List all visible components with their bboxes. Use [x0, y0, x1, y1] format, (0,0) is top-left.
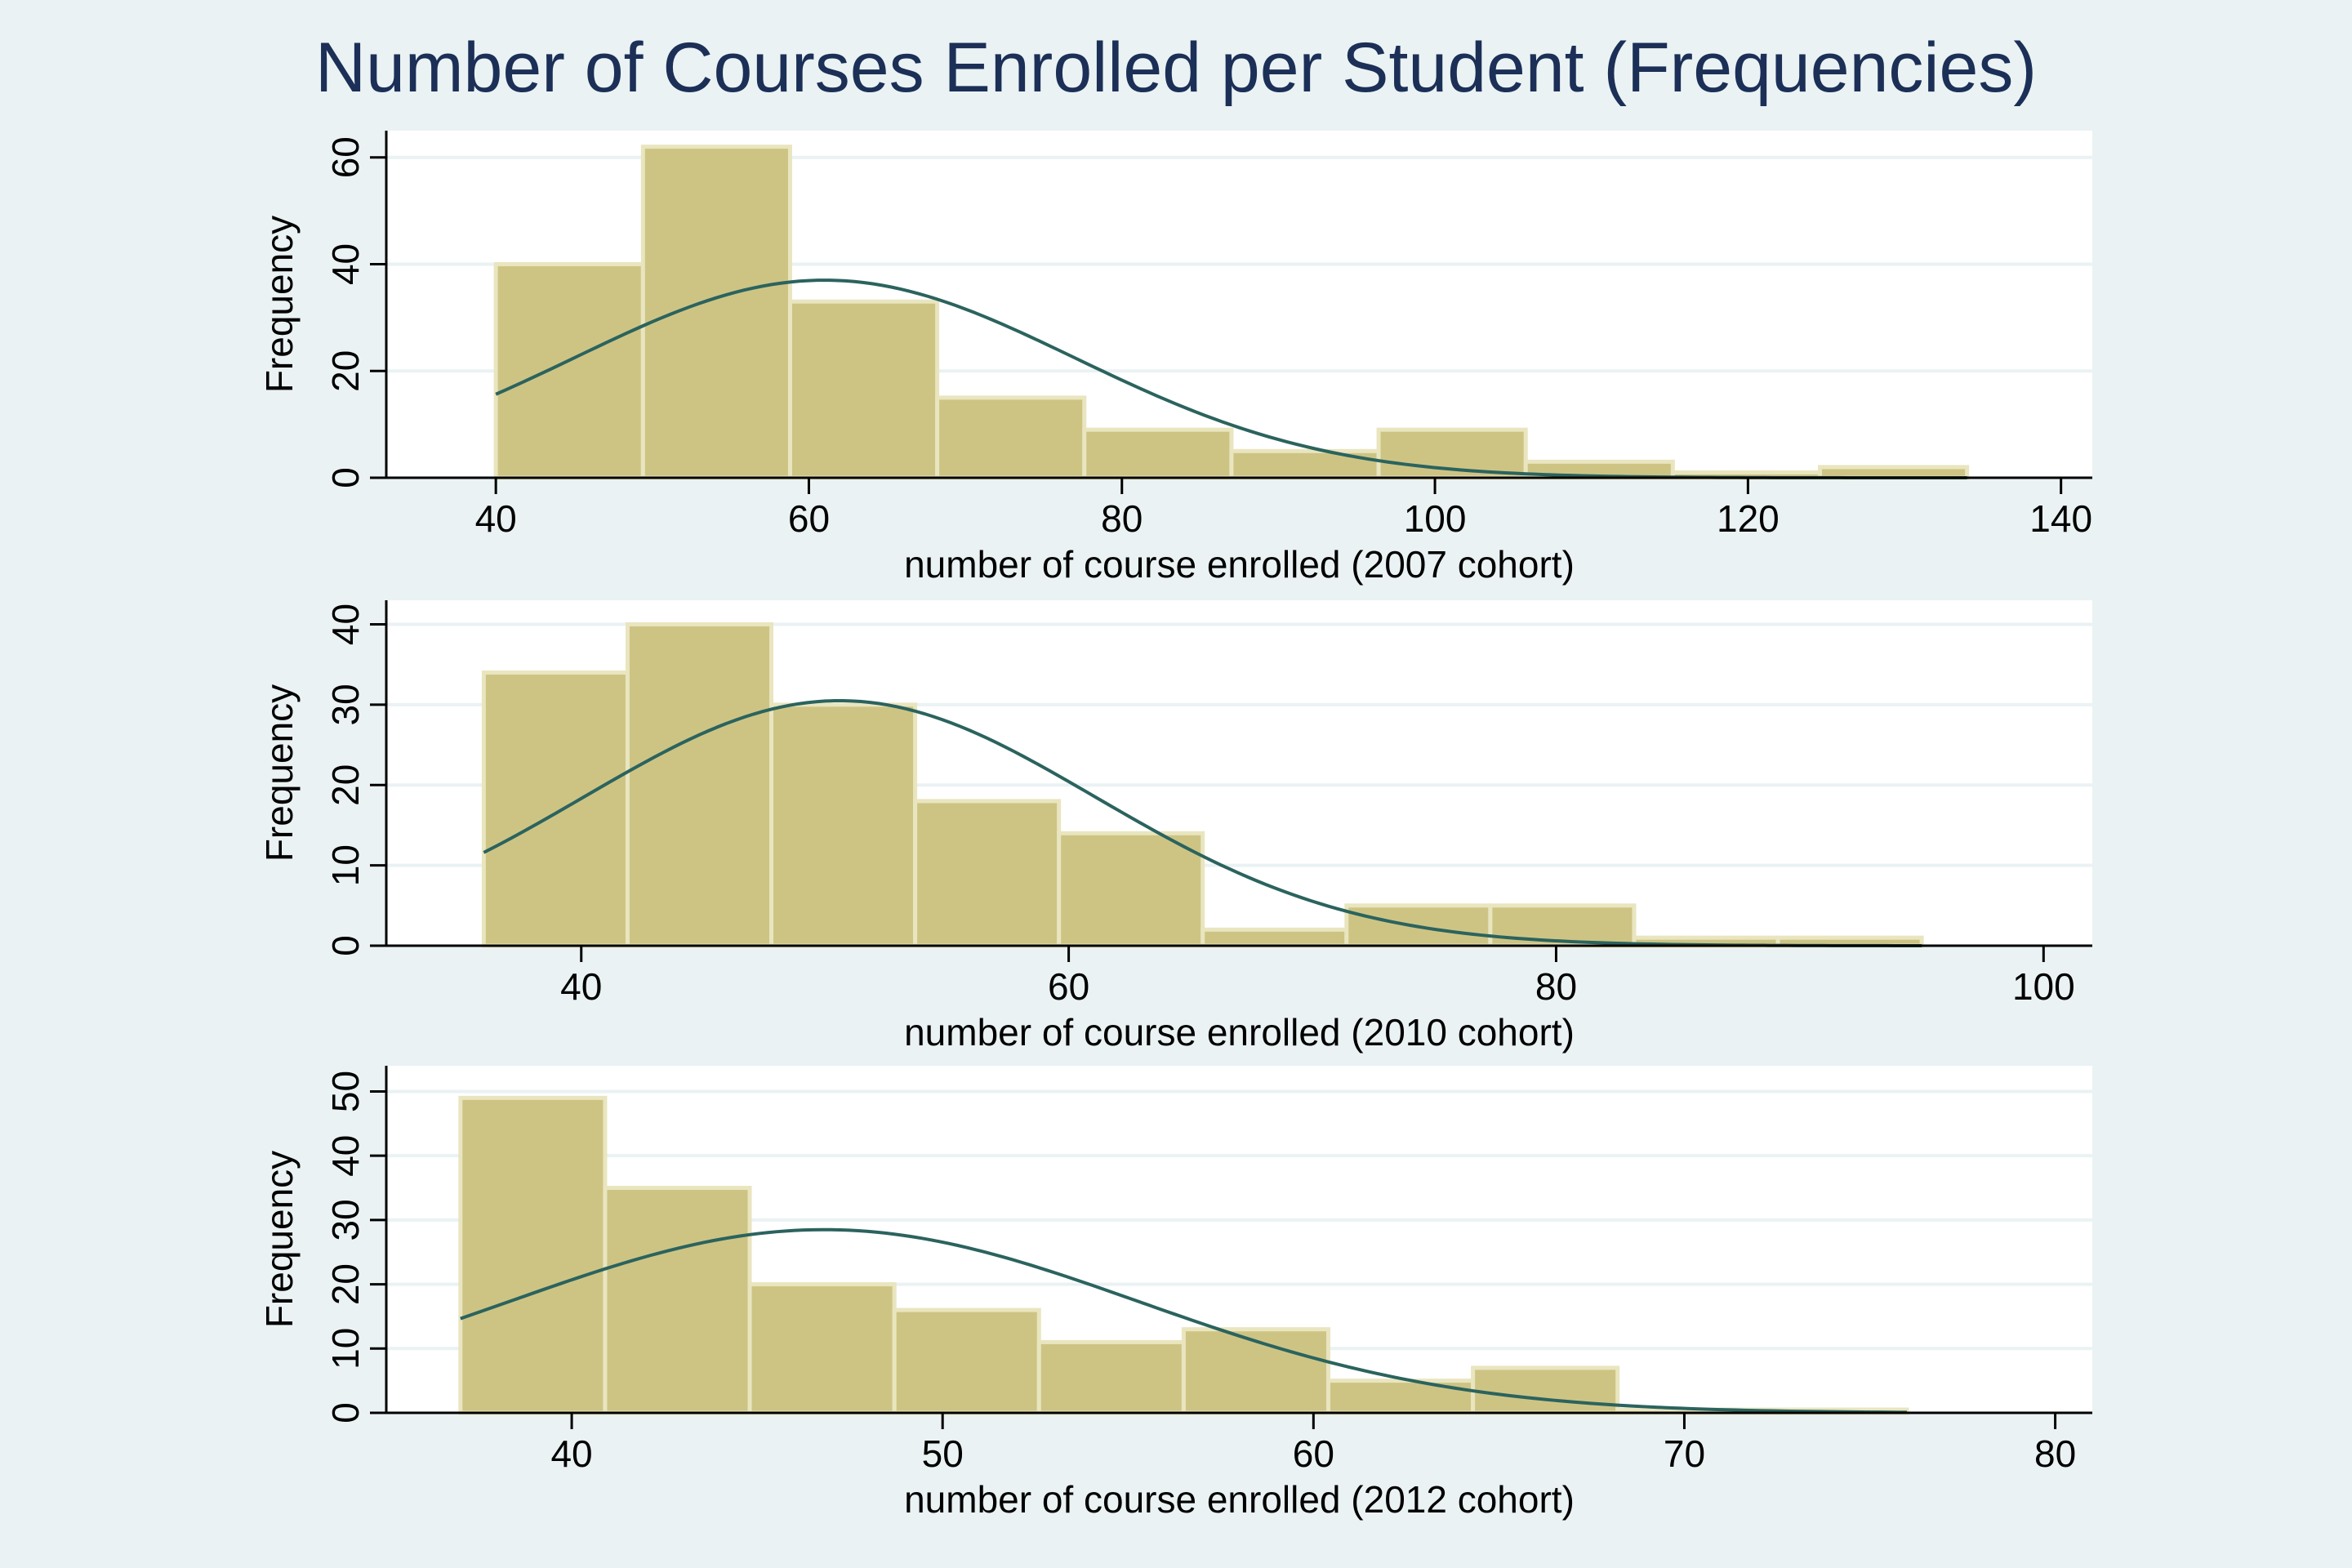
histogram-panel-2: 40 60 80 100 0 10 20 30 40 number of course enrol… — [258, 600, 2092, 1054]
normal-density-curve — [460, 1227, 1907, 1414]
y-tick-label: 10 — [324, 844, 367, 886]
histogram-bar — [640, 145, 792, 480]
x-tick-label: 100 — [1404, 497, 1467, 540]
y-tick-label: 0 — [324, 935, 367, 956]
y-axis-title: Frequency — [258, 1151, 301, 1328]
x-axis-title: number of course enrolled (2007 cohort) — [904, 543, 1575, 586]
y-tick-label: 30 — [324, 684, 367, 725]
x-tick-label: 50 — [922, 1432, 964, 1475]
y-tick-label: 60 — [324, 136, 367, 178]
histogram-bar — [913, 799, 1062, 948]
x-tick-label: 60 — [1048, 965, 1089, 1008]
histogram-bar — [892, 1307, 1041, 1415]
x-axis-title: number of course enrolled (2012 cohort) — [904, 1478, 1575, 1521]
histogram-bar — [625, 622, 774, 948]
y-axis-title: Frequency — [258, 684, 301, 862]
x-tick-label: 40 — [475, 497, 517, 540]
x-tick-label: 80 — [2034, 1432, 2076, 1475]
histogram-bar — [458, 1095, 608, 1415]
histogram-panel-1: 40 60 80 100 120 140 0 20 40 60 number of course e… — [258, 131, 2092, 586]
chart-title: Number of Courses Enrolled per Student (… — [315, 29, 2037, 107]
x-tick-label: 100 — [2012, 965, 2075, 1008]
y-tick-label: 40 — [324, 243, 367, 285]
x-tick-label: 80 — [1101, 497, 1143, 540]
x-tick-label: 60 — [788, 497, 830, 540]
histogram-bar — [1229, 448, 1381, 480]
histogram-bar — [481, 670, 630, 948]
histogram-bar — [1057, 831, 1205, 948]
histogram-bar — [1082, 427, 1234, 480]
histogram-bar — [747, 1282, 897, 1415]
histogram-bar — [1325, 1379, 1476, 1415]
y-tick-label: 20 — [324, 1263, 367, 1305]
y-tick-label: 30 — [324, 1199, 367, 1241]
x-tick-label: 60 — [1293, 1432, 1334, 1475]
x-tick-label: 70 — [1664, 1432, 1705, 1475]
y-tick-label: 0 — [324, 467, 367, 488]
histogram-bar — [1471, 1365, 1620, 1415]
y-tick-label: 20 — [324, 350, 367, 392]
y-tick-label: 40 — [324, 1135, 367, 1177]
histogram-bar — [769, 702, 918, 948]
histogram-bar — [493, 261, 645, 480]
x-tick-label: 40 — [550, 1432, 592, 1475]
histogram-bar — [935, 395, 1087, 480]
histogram-bar — [787, 299, 940, 480]
x-tick-label: 140 — [2029, 497, 2092, 540]
y-tick-label: 40 — [324, 604, 367, 645]
histogram-bar — [1036, 1339, 1186, 1415]
y-tick-label: 0 — [324, 1402, 367, 1423]
y-tick-label: 50 — [324, 1071, 367, 1112]
y-tick-label: 10 — [324, 1328, 367, 1370]
histogram-bar — [1181, 1327, 1330, 1415]
y-tick-label: 20 — [324, 764, 367, 806]
y-axis-title: Frequency — [258, 216, 301, 393]
x-tick-label: 120 — [1717, 497, 1780, 540]
x-tick-label: 80 — [1535, 965, 1577, 1008]
histogram-bar — [603, 1186, 752, 1415]
histogram-bar — [1200, 927, 1349, 948]
x-axis-title: number of course enrolled (2010 cohort) — [904, 1011, 1575, 1054]
x-tick-label: 40 — [560, 965, 602, 1008]
